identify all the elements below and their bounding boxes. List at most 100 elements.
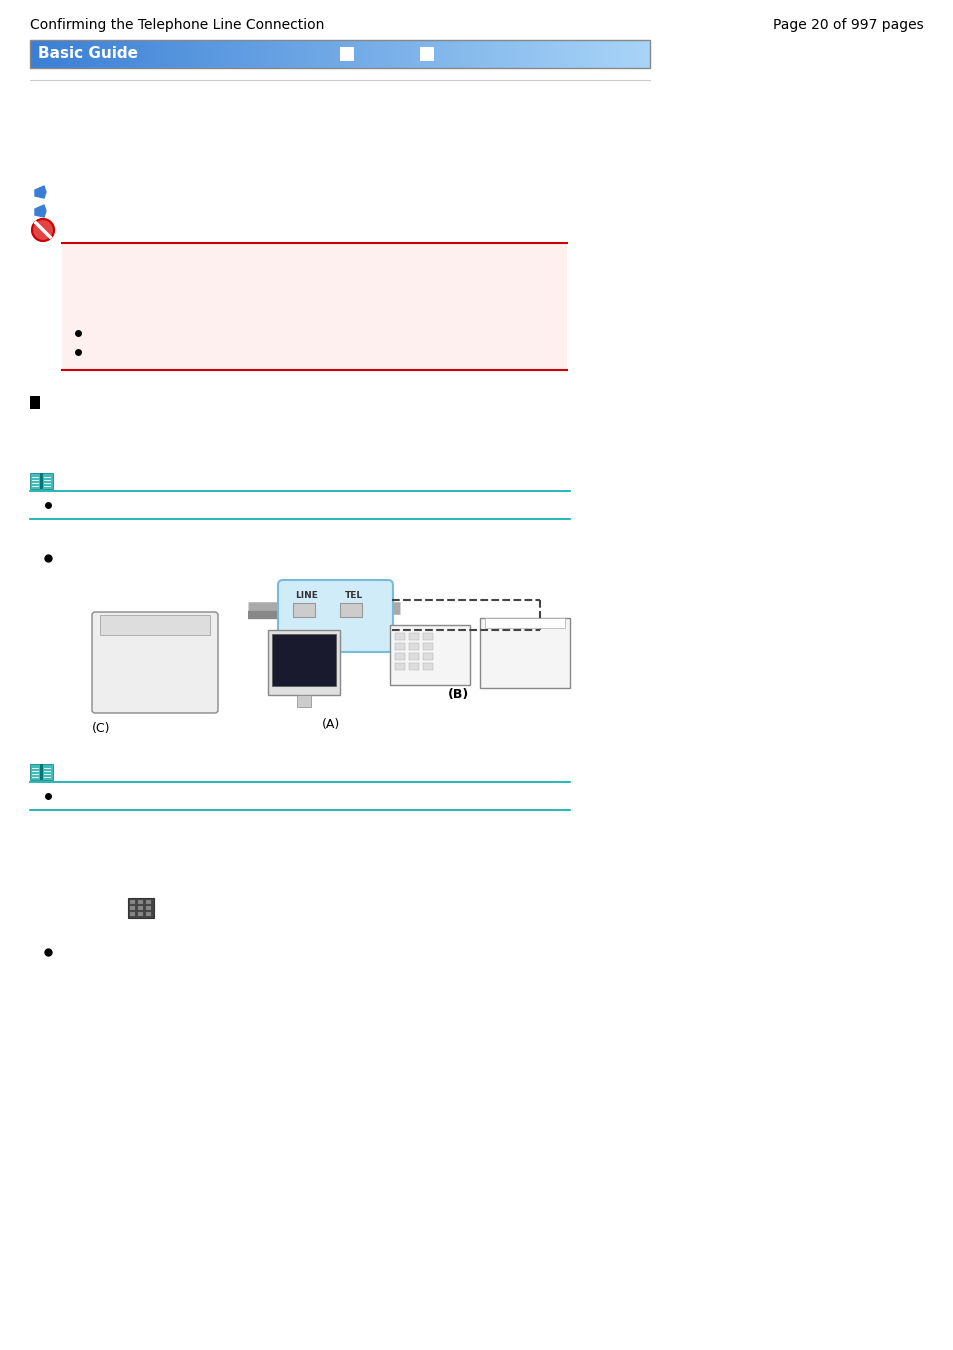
Bar bbox=[157, 40, 160, 68]
Bar bbox=[358, 40, 362, 68]
Bar bbox=[547, 40, 551, 68]
Bar bbox=[409, 643, 418, 649]
Bar bbox=[49, 40, 52, 68]
Bar bbox=[262, 40, 266, 68]
Bar bbox=[89, 40, 92, 68]
Bar bbox=[426, 40, 430, 68]
Bar bbox=[637, 40, 640, 68]
Bar bbox=[46, 40, 49, 68]
Bar bbox=[222, 40, 226, 68]
Bar bbox=[108, 40, 111, 68]
Bar bbox=[409, 653, 418, 660]
Bar bbox=[309, 40, 313, 68]
Bar bbox=[643, 40, 647, 68]
Bar bbox=[606, 40, 610, 68]
Bar bbox=[609, 40, 613, 68]
Bar bbox=[299, 40, 303, 68]
Bar bbox=[312, 40, 315, 68]
Bar bbox=[281, 40, 284, 68]
Bar bbox=[368, 40, 371, 68]
Bar bbox=[146, 913, 151, 917]
Bar bbox=[148, 40, 152, 68]
Bar bbox=[207, 40, 210, 68]
Bar bbox=[215, 40, 219, 68]
Bar bbox=[395, 643, 405, 649]
Bar bbox=[334, 40, 337, 68]
Bar bbox=[116, 40, 120, 68]
Bar bbox=[504, 40, 507, 68]
Bar bbox=[616, 40, 618, 68]
Bar bbox=[130, 906, 135, 910]
Bar bbox=[557, 40, 560, 68]
Bar bbox=[237, 40, 241, 68]
Bar bbox=[532, 40, 536, 68]
Bar bbox=[541, 40, 544, 68]
Bar bbox=[395, 40, 399, 68]
Bar bbox=[210, 40, 213, 68]
Bar bbox=[587, 40, 591, 68]
Bar bbox=[30, 764, 41, 780]
Bar bbox=[170, 40, 172, 68]
Bar bbox=[194, 40, 197, 68]
Bar bbox=[42, 40, 46, 68]
Bar bbox=[293, 603, 314, 617]
Bar bbox=[253, 40, 256, 68]
Bar bbox=[160, 40, 164, 68]
Bar bbox=[30, 472, 41, 489]
Bar bbox=[247, 40, 251, 68]
Bar bbox=[321, 40, 325, 68]
Polygon shape bbox=[35, 205, 46, 217]
Bar bbox=[268, 630, 339, 695]
Bar bbox=[492, 40, 495, 68]
Bar bbox=[40, 472, 43, 489]
Bar bbox=[497, 40, 501, 68]
Bar bbox=[349, 40, 353, 68]
Bar bbox=[213, 40, 216, 68]
Bar bbox=[138, 900, 143, 904]
Bar bbox=[324, 40, 328, 68]
FancyBboxPatch shape bbox=[277, 580, 393, 652]
Bar bbox=[151, 40, 154, 68]
Bar bbox=[621, 40, 625, 68]
Bar bbox=[562, 40, 566, 68]
Bar bbox=[578, 40, 581, 68]
Text: Confirming the Telephone Line Connection: Confirming the Telephone Line Connection bbox=[30, 18, 324, 32]
Bar bbox=[30, 396, 40, 409]
Bar bbox=[445, 40, 449, 68]
Bar bbox=[448, 40, 452, 68]
Bar bbox=[146, 906, 151, 910]
Bar bbox=[405, 40, 408, 68]
Bar bbox=[30, 40, 33, 68]
Bar bbox=[296, 40, 300, 68]
Bar bbox=[488, 40, 492, 68]
Bar bbox=[569, 40, 573, 68]
Bar bbox=[269, 40, 272, 68]
Bar bbox=[393, 40, 395, 68]
Bar bbox=[484, 618, 564, 628]
Bar bbox=[191, 40, 194, 68]
Bar bbox=[95, 40, 98, 68]
Bar bbox=[507, 40, 511, 68]
Bar bbox=[244, 40, 247, 68]
Bar bbox=[364, 40, 368, 68]
Bar bbox=[455, 40, 457, 68]
Bar bbox=[591, 40, 594, 68]
Bar bbox=[631, 40, 635, 68]
Bar bbox=[423, 40, 427, 68]
Bar bbox=[422, 633, 433, 640]
Bar bbox=[420, 40, 424, 68]
Bar bbox=[54, 40, 58, 68]
Bar bbox=[40, 764, 43, 780]
Bar bbox=[529, 40, 532, 68]
Bar bbox=[272, 634, 335, 686]
Bar bbox=[71, 40, 73, 68]
Bar bbox=[422, 653, 433, 660]
Bar bbox=[467, 40, 470, 68]
Bar bbox=[101, 40, 105, 68]
Text: (B): (B) bbox=[448, 688, 469, 701]
Bar bbox=[352, 40, 355, 68]
Bar bbox=[476, 40, 479, 68]
Bar bbox=[513, 40, 517, 68]
Bar bbox=[132, 40, 135, 68]
Bar bbox=[628, 40, 631, 68]
